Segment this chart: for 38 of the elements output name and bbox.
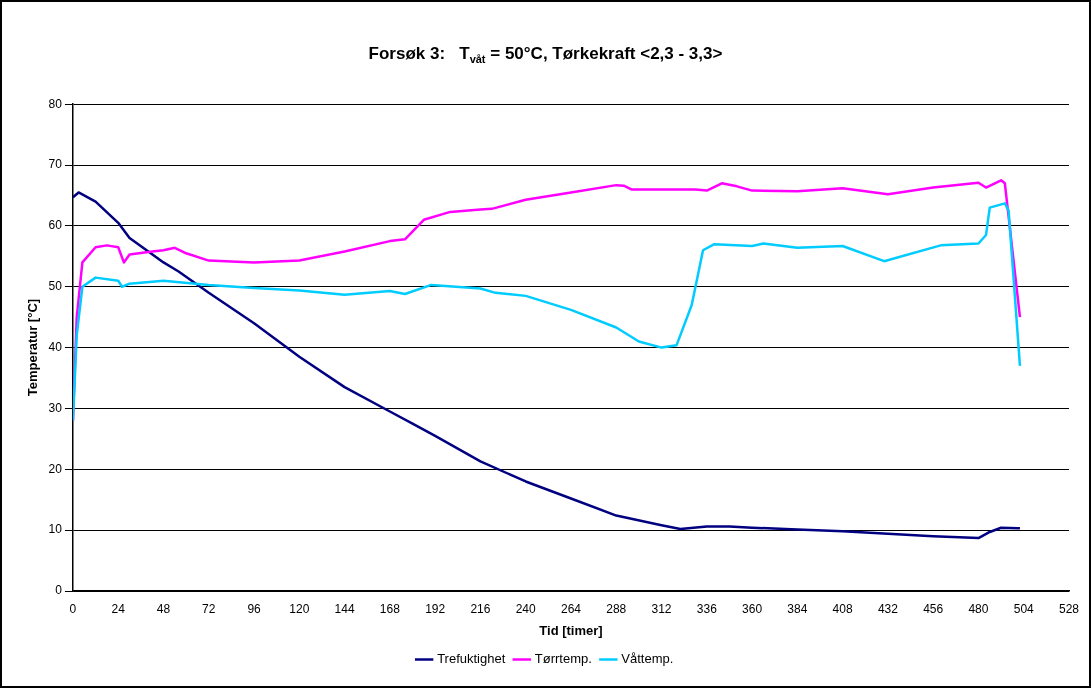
x-tick-label: 24 [111,601,126,616]
x-tick-label: 264 [560,601,582,616]
x-tick-label: 312 [651,601,672,616]
y-tick-label: 60 [48,218,63,233]
x-tick-label: 456 [923,601,944,616]
y-tick-label: 10 [48,522,63,537]
y-tick-label: 70 [48,157,63,172]
x-tick-label: 480 [968,601,989,616]
legend-label: Trefuktighet [437,651,506,667]
x-tick-label: 240 [515,601,537,616]
y-tick-label: 80 [48,96,63,111]
y-tick-label: 30 [48,400,63,415]
x-tick-label: 120 [289,601,310,616]
chart-title: Forsøk 3: T$_{våt}$ = 50°C, Tørkekraft <2,3 - 3,3> [367,44,724,66]
legend-label: Tørrtemp. [534,651,592,667]
y-tick-label: 40 [48,339,63,354]
x-tick-label: 408 [832,601,853,616]
x-tick-label: 96 [247,601,262,616]
x-tick-label: 216 [470,601,491,616]
x-tick-label: 432 [877,601,899,616]
x-tick-label: 48 [156,601,171,616]
y-axis-title: Temperatur [°C] [25,298,41,397]
y-tick-label: 20 [48,461,63,476]
x-tick-label: 528 [1058,601,1080,616]
x-tick-label: 72 [202,601,216,616]
x-tick-label: 0 [69,601,77,616]
x-axis-title: Tid [timer] [539,622,603,638]
x-tick-label: 336 [696,601,718,616]
legend-label: Våttemp. [621,651,674,667]
x-tick-label: 168 [379,601,401,616]
x-tick-label: 192 [425,601,446,616]
y-tick-label: 50 [48,279,63,294]
x-tick-label: 144 [334,601,355,616]
x-tick-label: 360 [742,601,763,616]
x-tick-label: 504 [1013,601,1035,616]
x-tick-label: 288 [606,601,627,616]
x-tick-label: 384 [787,601,808,616]
y-tick-label: 0 [55,583,63,598]
